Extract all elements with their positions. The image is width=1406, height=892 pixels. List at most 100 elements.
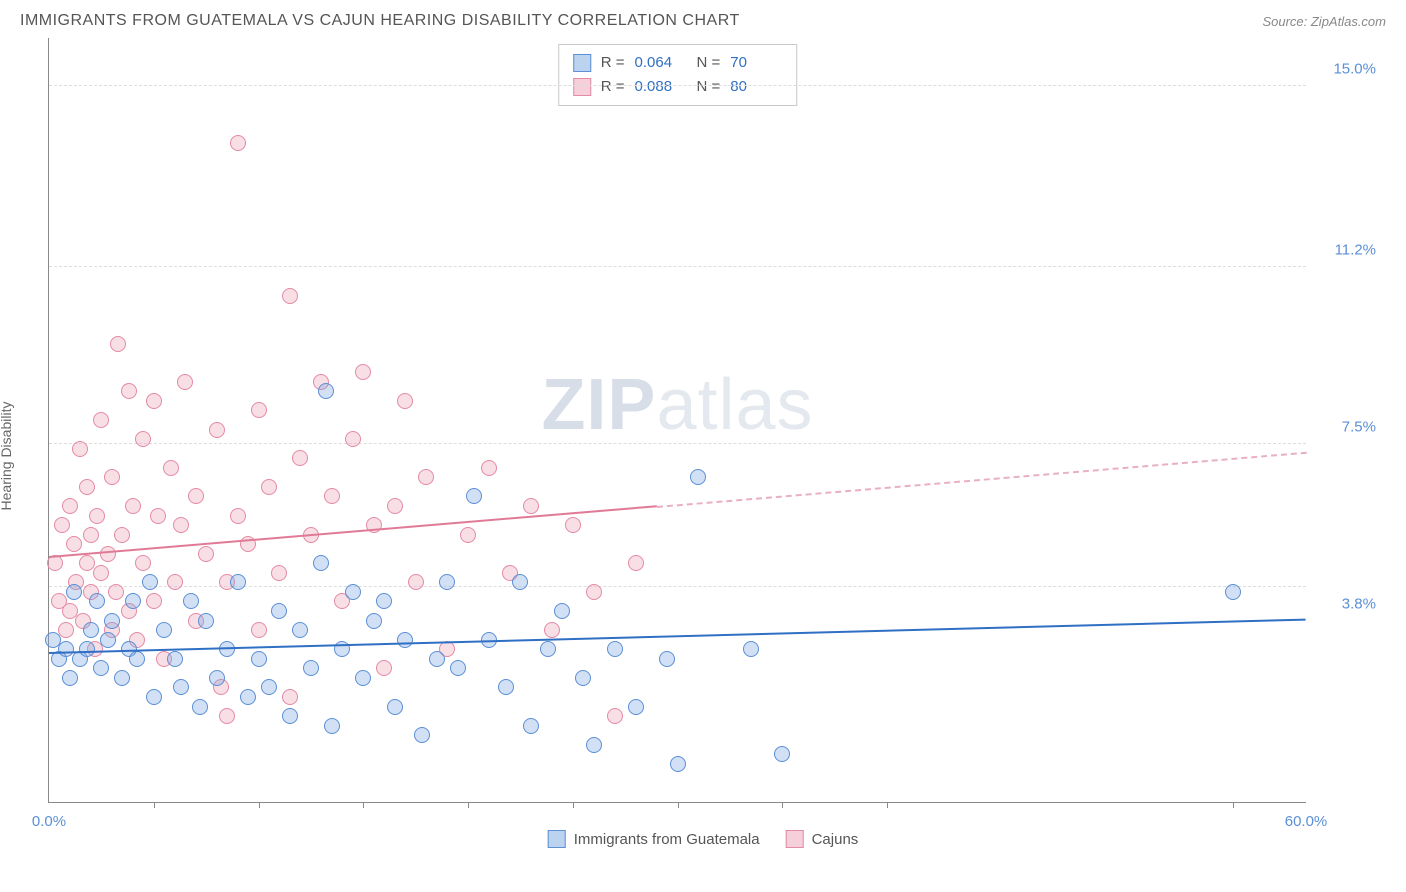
trendline-pink-dashed [656,451,1306,507]
data-point-pink [355,364,371,380]
data-point-pink [271,565,287,581]
x-tick [782,802,783,808]
trendline-blue [49,619,1306,654]
data-point-blue [125,593,141,609]
data-point-blue [142,574,158,590]
data-point-blue [192,699,208,715]
data-point-pink [135,555,151,571]
data-point-pink [93,412,109,428]
series-legend: Immigrants from Guatemala Cajuns [548,830,859,848]
data-point-pink [345,431,361,447]
data-point-blue [628,699,644,715]
data-point-pink [100,546,116,562]
data-point-blue [303,660,319,676]
watermark: ZIPatlas [541,364,813,446]
data-point-blue [387,699,403,715]
legend-item-pink: Cajuns [786,830,859,848]
data-point-blue [62,670,78,686]
data-point-pink [110,336,126,352]
data-point-blue [89,593,105,609]
data-point-blue [554,603,570,619]
data-point-blue [198,613,214,629]
data-point-pink [230,135,246,151]
data-point-pink [125,498,141,514]
data-point-pink [188,488,204,504]
gridline-h [49,266,1306,267]
data-point-blue [104,613,120,629]
data-point-pink [586,584,602,600]
data-point-blue [439,574,455,590]
data-point-pink [135,431,151,447]
x-tick [468,802,469,808]
x-tick [1233,802,1234,808]
data-point-blue [355,670,371,686]
data-point-pink [89,508,105,524]
data-point-pink [150,508,166,524]
data-point-pink [607,708,623,724]
data-point-pink [387,498,403,514]
swatch-blue-icon [548,830,566,848]
data-point-blue [79,641,95,657]
data-point-blue [1225,584,1241,600]
data-point-pink [66,536,82,552]
plot-region: ZIPatlas R = 0.064 N = 70 R = 0.088 N = … [48,38,1306,803]
data-point-blue [523,718,539,734]
trendline-pink-solid [49,506,657,559]
data-point-blue [271,603,287,619]
data-point-pink [83,527,99,543]
data-point-pink [177,374,193,390]
data-point-blue [261,679,277,695]
data-point-pink [418,469,434,485]
data-point-pink [230,508,246,524]
data-point-pink [251,622,267,638]
y-tick-label: 11.2% [1335,242,1376,259]
data-point-blue [345,584,361,600]
data-point-blue [366,613,382,629]
data-point-pink [198,546,214,562]
data-point-pink [282,288,298,304]
swatch-pink-icon [573,78,591,96]
y-axis-label: Hearing Disability [0,402,14,511]
data-point-blue [313,555,329,571]
data-point-blue [450,660,466,676]
data-point-pink [209,422,225,438]
data-point-blue [282,708,298,724]
chart-header: IMMIGRANTS FROM GUATEMALA VS CAJUN HEARI… [0,0,1406,38]
data-point-blue [156,622,172,638]
data-point-blue [659,651,675,667]
data-point-pink [79,555,95,571]
legend-item-blue: Immigrants from Guatemala [548,830,760,848]
data-point-pink [324,488,340,504]
data-point-blue [575,670,591,686]
data-point-pink [251,402,267,418]
data-point-blue [292,622,308,638]
x-tick [154,802,155,808]
data-point-pink [408,574,424,590]
data-point-blue [167,651,183,667]
gridline-h [49,85,1306,86]
data-point-pink [79,479,95,495]
y-tick-label: 7.5% [1342,418,1376,435]
data-point-blue [540,641,556,657]
data-point-blue [414,727,430,743]
data-point-blue [173,679,189,695]
x-tick [573,802,574,808]
chart-title: IMMIGRANTS FROM GUATEMALA VS CAJUN HEARI… [20,12,740,30]
x-tick [678,802,679,808]
data-point-blue [209,670,225,686]
data-point-blue [607,641,623,657]
data-point-pink [523,498,539,514]
swatch-blue-icon [573,54,591,72]
data-point-pink [376,660,392,676]
data-point-blue [586,737,602,753]
data-point-blue [743,641,759,657]
x-tick [363,802,364,808]
data-point-blue [183,593,199,609]
data-point-blue [324,718,340,734]
data-point-blue [690,469,706,485]
data-point-pink [261,479,277,495]
data-point-blue [114,670,130,686]
data-point-pink [108,584,124,600]
data-point-blue [774,746,790,762]
stats-row-blue: R = 0.064 N = 70 [573,51,783,75]
